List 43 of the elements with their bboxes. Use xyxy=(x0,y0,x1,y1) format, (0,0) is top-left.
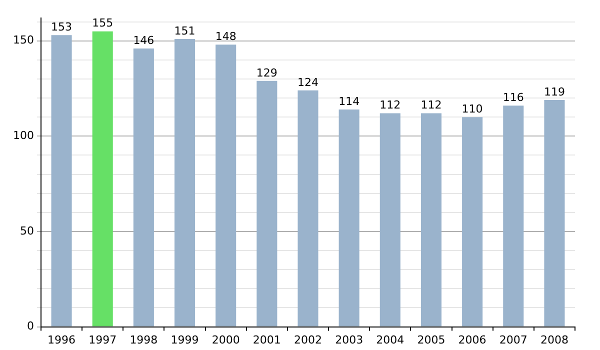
data-label: 129 xyxy=(256,66,278,80)
data-label: 110 xyxy=(462,102,483,116)
x-tick-label: 1999 xyxy=(170,333,199,346)
x-tick-label: 2007 xyxy=(499,333,528,346)
bar xyxy=(174,38,196,326)
y-tick-label: 150 xyxy=(12,34,34,47)
bar xyxy=(462,117,483,326)
y-tick-label: 100 xyxy=(12,129,34,142)
bar xyxy=(544,100,565,326)
data-label: 116 xyxy=(502,91,524,104)
data-label: 112 xyxy=(420,98,442,112)
x-tick-label: 2006 xyxy=(458,333,486,346)
x-tick-label: 2003 xyxy=(335,333,364,346)
bar xyxy=(51,35,72,326)
x-tick-label: 2004 xyxy=(376,333,404,346)
bar xyxy=(256,80,278,326)
data-label: 148 xyxy=(215,30,236,44)
data-label: 124 xyxy=(298,76,318,89)
data-label: 146 xyxy=(133,34,154,47)
data-label: 153 xyxy=(51,20,72,34)
bar xyxy=(298,90,318,326)
x-tick-label: 2005 xyxy=(417,333,446,346)
x-tick-label: 2000 xyxy=(212,333,240,346)
data-label: 114 xyxy=(338,94,360,108)
x-tick-label: 1997 xyxy=(88,333,117,346)
y-tick-label: 0 xyxy=(26,320,34,333)
bar xyxy=(338,109,360,326)
bar xyxy=(216,44,236,326)
bar xyxy=(380,113,400,326)
x-tick-label: 1998 xyxy=(130,333,158,346)
bar xyxy=(420,113,442,326)
bar xyxy=(92,31,113,326)
x-tick-label: 2008 xyxy=(540,333,568,346)
y-tick-label: 50 xyxy=(20,224,34,238)
x-tick-label: 2002 xyxy=(294,333,322,346)
data-label: 155 xyxy=(92,16,114,30)
x-tick-label: 1996 xyxy=(48,333,76,346)
bar xyxy=(503,106,524,326)
bar xyxy=(133,48,154,326)
data-label: 151 xyxy=(174,24,196,38)
x-tick-label: 2001 xyxy=(252,333,281,346)
data-label: 112 xyxy=(380,98,401,112)
data-label: 119 xyxy=(544,85,565,98)
